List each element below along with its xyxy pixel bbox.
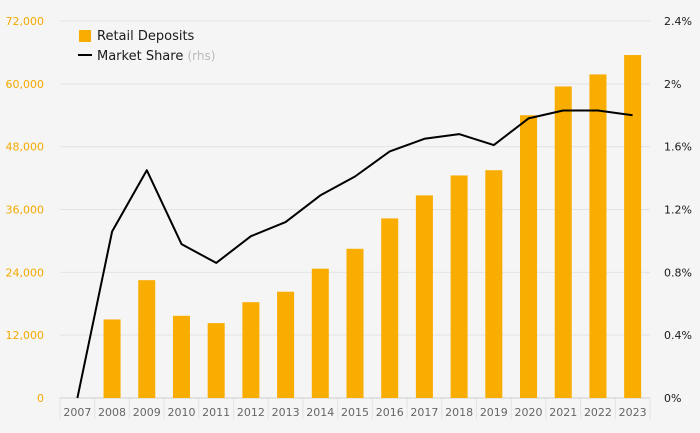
x-tick-label: 2021 (549, 406, 577, 419)
x-tick-label: 2014 (306, 406, 334, 419)
x-tick-label: 2022 (584, 406, 612, 419)
legend-label-rhs-note: (rhs) (187, 49, 215, 63)
bar-retail-deposits (138, 280, 156, 398)
y-right-tick-label: 0.8% (664, 266, 692, 279)
y-left-tick-label: 48,000 (6, 141, 45, 154)
y-right-tick-label: 1.2% (664, 204, 692, 217)
y-right-tick-label: 2.4% (664, 15, 692, 28)
bar-retail-deposits (450, 175, 468, 398)
bar-retail-deposits (415, 195, 433, 398)
x-tick-label: 2013 (272, 406, 300, 419)
x-tick-label: 2018 (445, 406, 473, 419)
y-right-tick-label: 1.6% (664, 141, 692, 154)
bar-retail-deposits (381, 218, 399, 398)
legend-label-retail-deposits: Retail Deposits (97, 29, 195, 44)
legend-swatch-retail-deposits (79, 30, 91, 42)
line-market-share (76, 109, 633, 399)
x-tick-label: 2012 (237, 406, 265, 419)
y-right-tick-label: 0.4% (664, 329, 692, 342)
y-left-tick-label: 24,000 (6, 266, 45, 279)
x-tick-label: 2007 (63, 406, 91, 419)
y-left-tick-label: 12,000 (6, 329, 45, 342)
x-tick-label: 2009 (133, 406, 161, 419)
bar-retail-deposits (554, 86, 572, 398)
y-right-tick-label: 2% (664, 78, 681, 91)
bar-retail-deposits (103, 319, 121, 398)
x-tick-label: 2020 (515, 406, 543, 419)
x-tick-label: 2023 (619, 406, 647, 419)
bar-retail-deposits (346, 248, 364, 398)
x-tick-label: 2015 (341, 406, 369, 419)
x-tick-label: 2011 (202, 406, 230, 419)
y-left-tick-label: 0 (37, 392, 44, 405)
x-tick-label: 2017 (410, 406, 438, 419)
x-tick-label: 2016 (376, 406, 404, 419)
bar-retail-deposits (277, 291, 295, 398)
bar-retail-deposits (624, 55, 642, 398)
bar-retail-deposits (485, 170, 503, 398)
x-tick-label: 2010 (167, 406, 195, 419)
x-tick-label: 2008 (98, 406, 126, 419)
bar-retail-deposits (207, 323, 225, 398)
y-left-tick-label: 72,000 (6, 15, 45, 28)
legend-label-market-share: Market Share (rhs) (97, 49, 215, 64)
x-tick-label: 2019 (480, 406, 508, 419)
bar-retail-deposits (311, 268, 329, 398)
bar-retail-deposits (589, 74, 607, 399)
bar-retail-deposits (242, 302, 260, 398)
bar-retail-deposits (520, 115, 538, 398)
y-right-tick-label: 0% (664, 392, 681, 405)
y-left-tick-label: 60,000 (6, 78, 45, 91)
y-left-tick-label: 36,000 (6, 204, 45, 217)
bar-retail-deposits (172, 315, 190, 398)
